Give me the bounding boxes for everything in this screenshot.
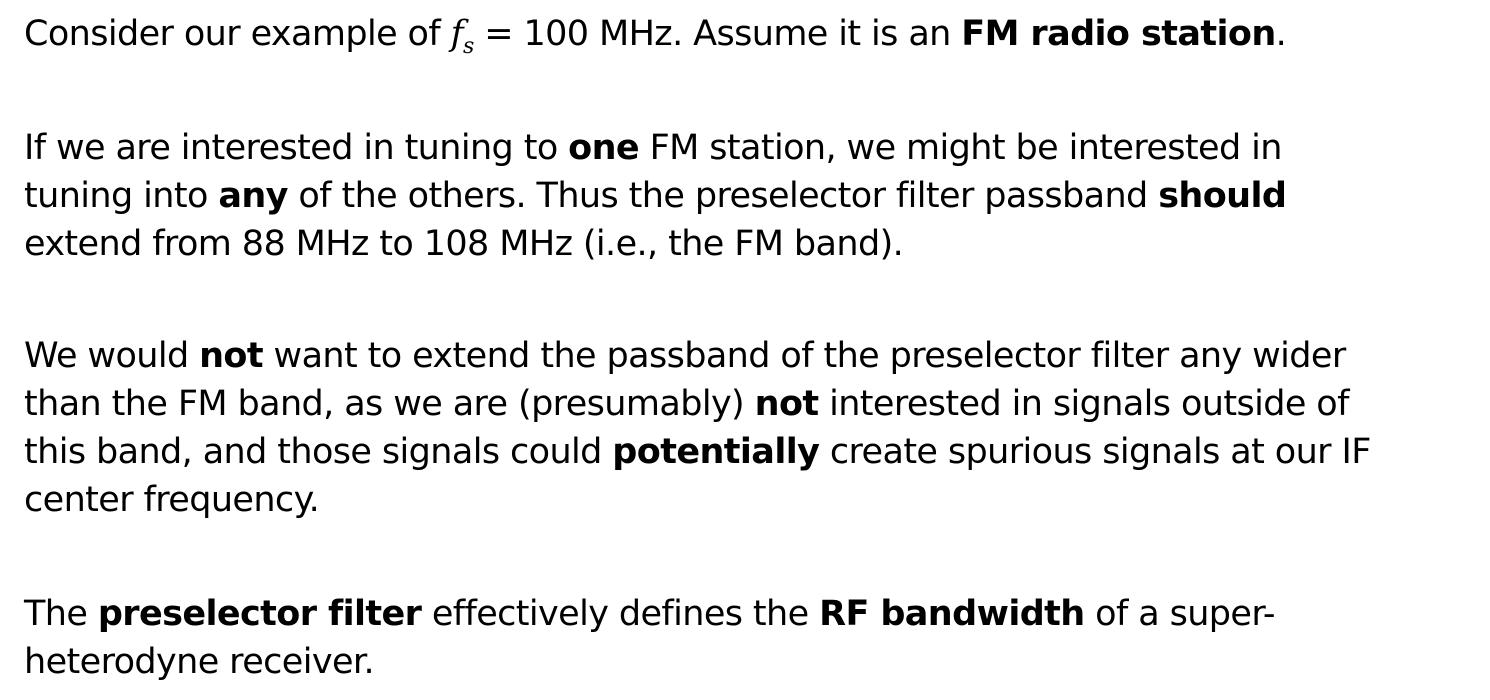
text-run: We would: [24, 336, 200, 376]
paragraph-fm-example: Consider our example of fs = 100 MHz. As…: [24, 10, 1287, 59]
frequency-subscript: s: [462, 34, 474, 59]
text-line: heterodyne receiver.: [24, 638, 1275, 686]
bold-text: should: [1158, 176, 1287, 216]
text-line: tuning into any of the others. Thus the …: [24, 172, 1287, 220]
paragraph-tuning: If we are interested in tuning to one FM…: [24, 124, 1287, 268]
text-run: tuning into: [24, 176, 219, 216]
text-run: this band, and those signals could: [24, 432, 613, 472]
text-run: .: [1275, 14, 1287, 54]
text-run: create spurious signals at our IF: [819, 432, 1372, 472]
bold-text: potentially: [612, 432, 820, 472]
bold-text: not: [199, 336, 264, 376]
text-run: The: [24, 594, 98, 634]
bold-text: RF bandwidth: [819, 594, 1085, 634]
text-run: Consider our example of: [24, 14, 451, 54]
text-line: We would not want to extend the passband…: [24, 332, 1371, 380]
bold-text: one: [568, 128, 640, 168]
bold-text: any: [218, 176, 288, 216]
text-run: of the others. Thus the preselector filt…: [287, 176, 1159, 216]
text-run: FM station, we might be interested in: [639, 128, 1283, 168]
text-line: The preselector filter effectively defin…: [24, 590, 1276, 638]
bold-text: FM radio station: [961, 14, 1276, 54]
text-run: than the FM band, as we are (presumably): [24, 384, 755, 424]
text-run: of a super-: [1084, 594, 1275, 634]
text-run: = 100 MHz. Assume it is an: [473, 14, 962, 54]
bold-text: preselector filter: [97, 594, 422, 634]
text-run: If we are interested in tuning to: [24, 128, 569, 168]
text-line: center frequency.: [24, 476, 1371, 524]
paragraph-rf-bandwidth: The preselector filter effectively defin…: [24, 590, 1276, 686]
text-run: want to extend the passband of the prese…: [263, 336, 1347, 376]
bold-text: not: [754, 384, 820, 424]
text-line: extend from 88 MHz to 108 MHz (i.e., the…: [24, 220, 1286, 268]
text-run: effectively defines the: [421, 594, 820, 634]
text-run: heterodyne receiver.: [24, 642, 375, 682]
text-line: If we are interested in tuning to one FM…: [24, 124, 1286, 172]
text-line: this band, and those signals could poten…: [24, 428, 1371, 476]
text-line: than the FM band, as we are (presumably)…: [24, 380, 1371, 428]
text-run: center frequency.: [24, 480, 320, 520]
text-run: interested in signals outside of: [818, 384, 1349, 424]
paragraph-passband-width: We would not want to extend the passband…: [24, 332, 1371, 524]
text-run: extend from 88 MHz to 108 MHz (i.e., the…: [24, 224, 904, 264]
text-line: Consider our example of fs = 100 MHz. As…: [24, 10, 1287, 59]
frequency-symbol: f: [450, 14, 464, 54]
